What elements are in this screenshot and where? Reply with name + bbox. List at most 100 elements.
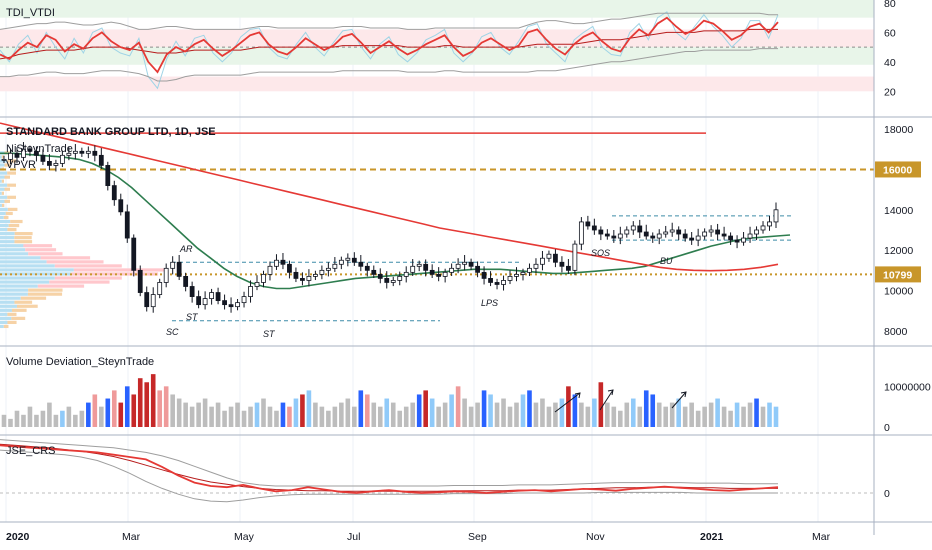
candle-up	[241, 296, 247, 304]
candle-up	[760, 225, 766, 231]
candle-down	[423, 263, 429, 271]
vpvr-row-down	[3, 324, 9, 329]
candles	[1, 142, 779, 313]
candle-up	[319, 269, 325, 275]
volume-bar	[254, 402, 260, 427]
candle-down	[358, 261, 364, 267]
volume-bar	[442, 402, 448, 427]
vpvr-row-down	[11, 308, 27, 312]
volume-bar	[553, 402, 558, 427]
candle-down	[566, 265, 571, 271]
candle-up	[695, 235, 701, 241]
volume-bar	[86, 402, 91, 427]
vpvr-row-down	[1, 191, 4, 195]
vpvr-row-up	[0, 199, 5, 203]
volume-bar	[384, 398, 390, 427]
volume-arrow	[599, 389, 614, 411]
volume-bar	[721, 406, 727, 427]
volume-bar	[21, 414, 26, 427]
vpvr-row-up	[0, 292, 28, 296]
candle-up	[85, 150, 91, 154]
volume-bar	[371, 402, 377, 427]
vpvr-row-down	[1, 203, 5, 207]
price-y-tick: 8000	[884, 326, 908, 338]
volume-bar	[410, 402, 416, 427]
volume-bar	[423, 390, 428, 427]
volume-bar	[14, 410, 20, 427]
candle-down	[481, 271, 487, 279]
vpvr-row-down	[73, 268, 165, 272]
vpvr-row-down	[14, 300, 33, 304]
volume-bar	[605, 402, 610, 427]
volume-bar	[300, 394, 305, 427]
candle-up	[442, 271, 448, 277]
x-tick-label: Jul	[347, 531, 360, 543]
volume-bar	[241, 410, 247, 427]
vpvr-row-up	[0, 248, 26, 252]
candle-up	[53, 163, 59, 166]
volume-bar	[111, 390, 117, 427]
candle-down	[436, 273, 442, 277]
vpvr-row-up	[0, 284, 38, 288]
candle-down	[611, 235, 617, 239]
crs-pane: JSE_CRS	[0, 439, 874, 503]
volume-bar	[157, 390, 162, 427]
vpvr-row-down	[40, 256, 91, 260]
volume-bar	[475, 402, 480, 427]
volume-bar	[189, 406, 195, 427]
volume-bar	[306, 390, 312, 427]
vpvr-row-down	[1, 179, 4, 183]
volume-bar	[267, 406, 273, 427]
volume-arrows	[554, 389, 687, 413]
x-tick-label: May	[234, 531, 255, 543]
volume-bar	[34, 414, 39, 427]
vpvr-profile	[0, 151, 165, 329]
vpvr-row-up	[0, 268, 74, 272]
candle-down	[553, 253, 558, 263]
vpvr-row-down	[7, 320, 17, 325]
candle-up	[235, 302, 240, 308]
candle-down	[47, 160, 52, 166]
volume-bar	[540, 398, 545, 427]
tdi-y-tick: 80	[884, 0, 896, 10]
volume-bar	[403, 406, 409, 427]
volume-bar	[261, 398, 266, 427]
vpvr-row-up	[0, 227, 8, 232]
candle-down	[689, 237, 695, 241]
tdi-lines	[0, 11, 779, 90]
vpvr-row-up	[0, 276, 55, 280]
candle-up	[578, 221, 584, 245]
vpvr-row-down	[8, 223, 20, 228]
candle-up	[767, 221, 772, 227]
candle-up	[702, 231, 708, 237]
candle-down	[475, 265, 480, 273]
candle-down	[598, 229, 604, 235]
volume-bar	[611, 406, 617, 427]
volume-bar	[332, 406, 338, 427]
candle-up	[332, 263, 338, 269]
candle-down	[196, 296, 202, 306]
vpvr-row-up	[0, 211, 6, 216]
volume-bar	[92, 394, 98, 427]
volume-bar	[533, 402, 539, 427]
candle-up	[202, 298, 208, 306]
volume-bar	[462, 398, 467, 427]
candle-down	[384, 278, 390, 283]
tdi-series-line	[0, 16, 779, 74]
vpvr-row-up	[0, 300, 15, 304]
price-pane: STANDARD BANK GROUP LTD, 1D, JSE NiSteyn…	[0, 122, 874, 339]
volume-bar	[728, 410, 733, 427]
volume-bar	[773, 406, 779, 427]
crs-series-line	[0, 449, 778, 503]
x-tick-label: Nov	[586, 531, 605, 543]
tdi-pane: TDI_VTDI	[0, 0, 874, 92]
volume-bar	[352, 406, 357, 427]
price-labels: 16000 10799	[875, 161, 921, 283]
candle-down	[137, 269, 143, 293]
candle-up	[747, 233, 753, 239]
candle-up	[21, 148, 26, 158]
volume-bar	[1, 414, 7, 427]
vpvr-row-up	[0, 260, 47, 264]
tdi-series-line	[0, 12, 778, 30]
volume-bar	[760, 406, 766, 427]
